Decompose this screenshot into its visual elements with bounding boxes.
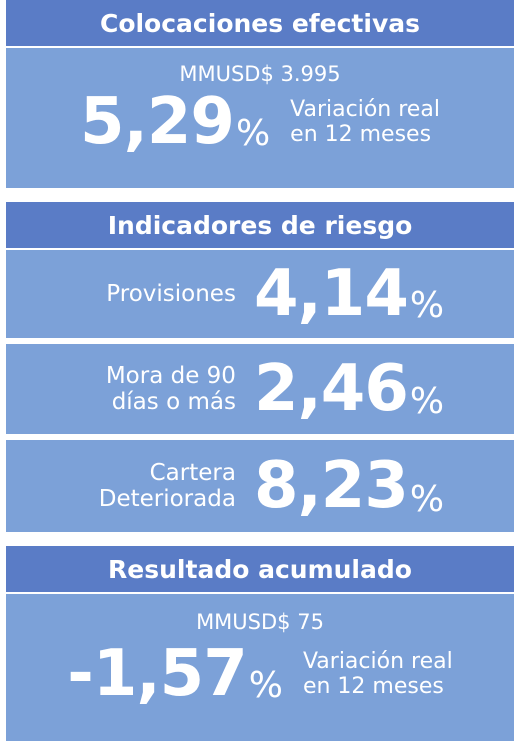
section-body: MMUSD$ 3.995 5,29% Variación real en 12 m…	[6, 48, 514, 188]
unit: %	[409, 285, 445, 326]
section-header: Colocaciones efectivas	[6, 0, 514, 46]
note: Variación real en 12 meses	[303, 649, 453, 700]
big-value: 2,46	[253, 352, 409, 426]
section-title: Indicadores de riesgo	[107, 210, 413, 240]
big-value: 8,23	[253, 449, 409, 523]
big-value: 5,29	[80, 85, 235, 159]
indicator-row: Provisiones 4,14%	[6, 250, 514, 338]
label-line: Mora de 90	[105, 362, 236, 389]
label-line: Provisiones	[106, 280, 236, 307]
note-line: en 12 meses	[290, 122, 432, 147]
section-header: Resultado acumulado	[6, 546, 514, 592]
amount: MMUSD$ 75	[196, 610, 324, 634]
indicator-row: Cartera Deteriorada 8,23%	[6, 440, 514, 532]
note-line: Variación real	[290, 96, 440, 122]
unit: %	[248, 665, 283, 706]
section-header: Indicadores de riesgo	[6, 202, 514, 248]
note-line: en 12 meses	[302, 674, 444, 699]
label: Mora de 90 días o más	[76, 363, 236, 416]
section-body: MMUSD$ 75 -1,57% Variación real en 12 mes…	[6, 594, 514, 741]
section-title: Colocaciones efectivas	[99, 8, 421, 38]
unit: %	[409, 381, 445, 422]
label-line: Deteriorada	[98, 486, 236, 512]
section-title: Resultado acumulado	[108, 554, 412, 584]
unit: %	[409, 479, 445, 520]
note-line: Variación real	[302, 648, 453, 674]
big-value: 4,14	[253, 257, 409, 331]
note: Variación real en 12 meses	[290, 97, 440, 148]
unit: %	[235, 113, 271, 154]
label: Provisiones	[76, 281, 236, 307]
label: Cartera Deteriorada	[76, 460, 236, 513]
label-line: días o más	[111, 389, 236, 415]
label-line: Cartera	[149, 459, 236, 486]
amount: MMUSD$ 3.995	[179, 62, 341, 86]
indicator-row: Mora de 90 días o más 2,46%	[6, 344, 514, 434]
big-value: -1,57	[67, 637, 247, 711]
